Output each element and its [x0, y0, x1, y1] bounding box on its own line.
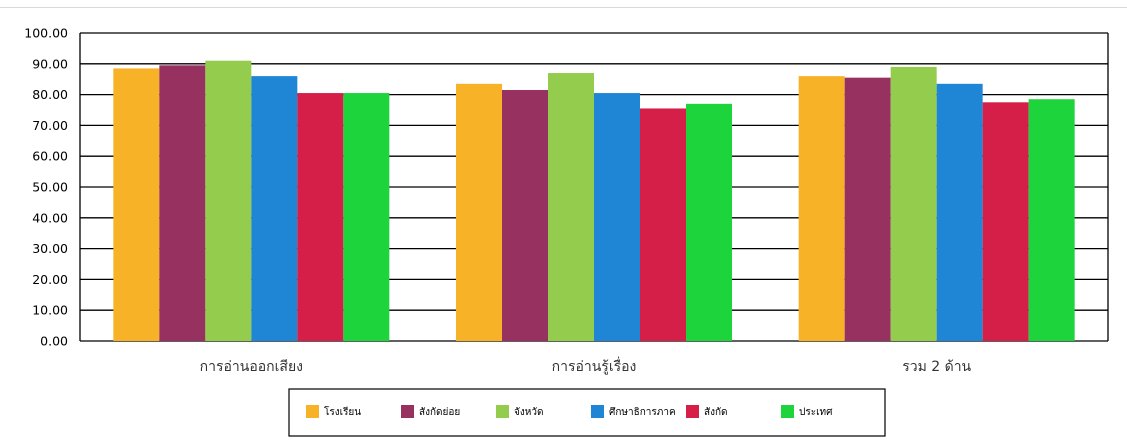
y-tick-label: 90.00 — [32, 56, 68, 71]
x-axis-labels: การอ่านออกเสียง การอ่านรู้เรื่อง รวม 2 ด้า… — [200, 357, 972, 375]
top-divider — [0, 7, 1127, 8]
bar — [982, 102, 1029, 341]
legend-swatch — [686, 405, 699, 418]
bar — [159, 65, 206, 341]
y-tick-label: 100.00 — [24, 26, 68, 41]
legend-label: สังกัดย่อย — [419, 407, 460, 418]
legend-box — [288, 388, 886, 437]
y-tick-label: 60.00 — [32, 149, 68, 164]
bars — [113, 60, 1075, 342]
legend-label: สังกัด — [704, 407, 728, 418]
legend-swatch — [401, 405, 414, 418]
bar — [798, 76, 845, 342]
y-tick-label: 40.00 — [32, 210, 68, 225]
bar — [686, 103, 732, 341]
bar — [844, 77, 891, 341]
y-axis-ticks: 0.00 10.00 20.00 30.00 40.00 50.00 60.00 70.00 8… — [24, 26, 68, 349]
bar — [456, 83, 502, 341]
bar — [502, 89, 548, 341]
legend-label: ศึกษาธิการภาค — [609, 406, 676, 418]
bar — [113, 68, 160, 342]
bar — [343, 93, 390, 341]
legend-label: โรงเรียน — [324, 405, 361, 418]
bar — [205, 60, 252, 341]
bar — [251, 76, 298, 342]
y-tick-label: 30.00 — [32, 241, 68, 256]
y-tick-label: 20.00 — [32, 272, 68, 287]
legend: โรงเรียน สังกัดย่อย จังหวัด ศึกษาธิการภาค สั… — [288, 388, 886, 437]
y-tick-label: 50.00 — [32, 180, 68, 195]
legend-label: จังหวัด — [514, 407, 543, 418]
y-tick-label: 0.00 — [40, 334, 68, 349]
bar — [1028, 99, 1075, 341]
bar — [594, 93, 640, 341]
bar — [297, 93, 344, 341]
bar — [936, 83, 983, 341]
bar — [640, 108, 686, 342]
y-tick-label: 10.00 — [32, 303, 68, 318]
legend-swatch — [591, 405, 604, 418]
bar — [548, 73, 594, 341]
legend-swatch — [781, 405, 794, 418]
y-tick-label: 70.00 — [32, 118, 68, 133]
x-category-label: การอ่านรู้เรื่อง — [552, 357, 637, 375]
legend-swatch — [496, 405, 509, 418]
y-tick-label: 80.00 — [32, 87, 68, 102]
bar — [890, 66, 937, 341]
legend-label: ประเทศ — [799, 407, 833, 418]
legend-swatch — [306, 405, 319, 418]
x-category-label: การอ่านออกเสียง — [200, 359, 303, 375]
x-category-label: รวม 2 ด้าน — [902, 359, 971, 375]
